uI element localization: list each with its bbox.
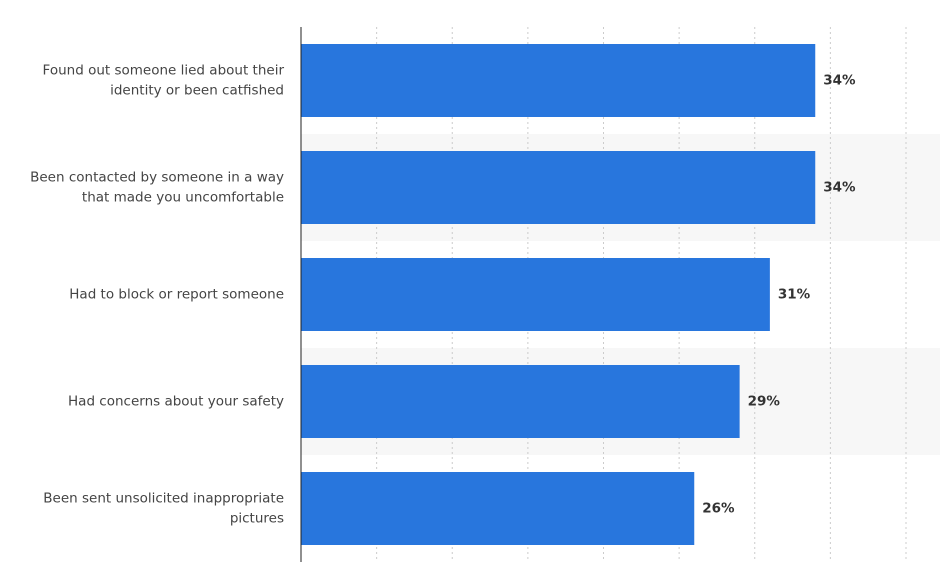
category-label: Been contacted by someone in a way: [30, 170, 284, 186]
category-label: pictures: [230, 511, 284, 527]
value-label: 34%: [823, 73, 856, 89]
category-label: Had concerns about your safety: [68, 394, 284, 410]
value-label: 34%: [823, 180, 856, 196]
category-label: Had to block or report someone: [69, 287, 284, 303]
bar: [301, 365, 740, 438]
bar: [301, 472, 695, 545]
category-label: Found out someone lied about their: [43, 63, 285, 79]
category-label: Been sent unsolicited inappropriate: [43, 491, 284, 507]
value-label: 26%: [702, 501, 735, 517]
bar: [301, 44, 816, 117]
bar: [301, 151, 816, 224]
value-label: 31%: [778, 287, 811, 303]
category-label: that made you uncomfortable: [82, 190, 284, 206]
bar: [301, 258, 770, 331]
category-label: identity or been catfished: [110, 83, 284, 99]
value-label: 29%: [748, 394, 781, 410]
